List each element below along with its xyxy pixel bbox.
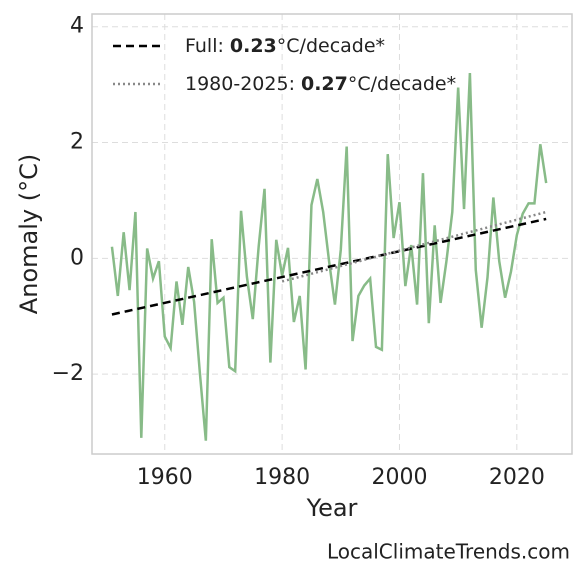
x-tick-label: 2000 bbox=[371, 465, 427, 490]
trend-line bbox=[281, 210, 547, 283]
y-tick-label: 2 bbox=[70, 130, 84, 155]
legend-rate: 0.23 bbox=[230, 35, 277, 57]
x-tick-label: 2020 bbox=[489, 465, 545, 490]
x-tick-label: 1960 bbox=[137, 465, 193, 490]
source: LocalClimateTrends.com bbox=[327, 540, 570, 564]
plot-frame bbox=[91, 13, 573, 455]
y-tick-label: −2 bbox=[52, 361, 84, 386]
trend-line bbox=[111, 217, 547, 316]
legend-unit: °C/decade* bbox=[277, 35, 385, 57]
y-tick-label: 0 bbox=[70, 245, 84, 270]
y-axis-label: Anomaly (°C) bbox=[15, 154, 43, 314]
legend-name: Full: bbox=[185, 35, 224, 57]
legend-rate: 0.27 bbox=[301, 73, 348, 95]
legend-name: 1980-2025: bbox=[185, 73, 295, 95]
legend-label: 1980-2025: 0.27°C/decade* bbox=[185, 73, 456, 95]
anomaly-line bbox=[110, 72, 548, 441]
x-tick-label: 1980 bbox=[254, 465, 310, 490]
legend-label: Full: 0.23°C/decade* bbox=[185, 35, 385, 57]
x-axis-label: Year bbox=[306, 494, 358, 522]
legend-unit: °C/decade* bbox=[348, 73, 456, 95]
y-tick-label: 4 bbox=[70, 14, 84, 39]
